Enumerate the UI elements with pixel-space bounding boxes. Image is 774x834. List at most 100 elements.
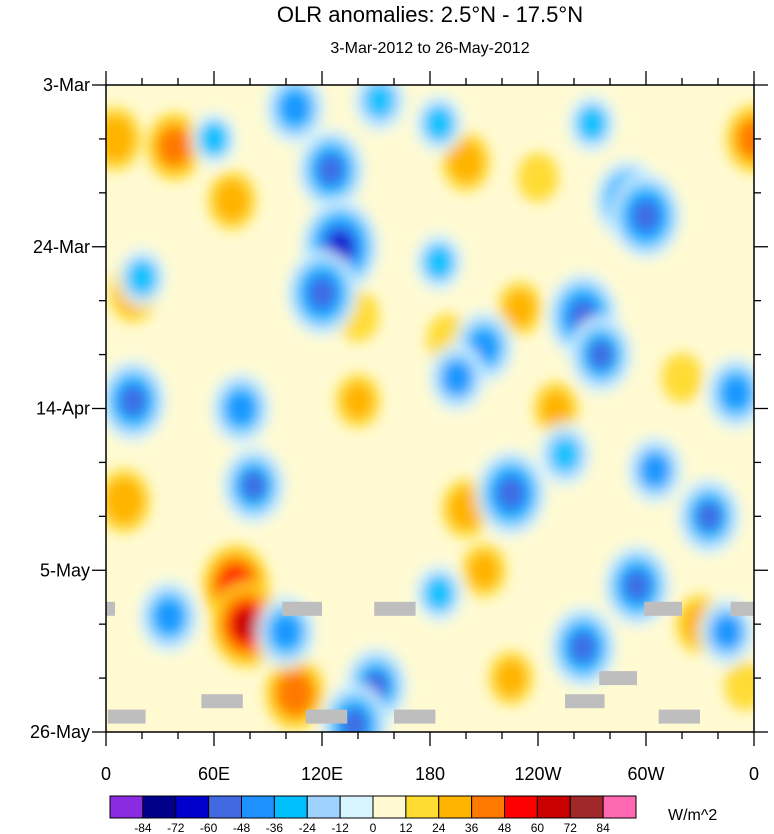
colorbar-label: -84 (134, 821, 152, 834)
missing-data-segment (658, 709, 700, 724)
positive-anomaly-mark (522, 158, 554, 197)
colorbar-label: 36 (465, 821, 479, 834)
colorbar-box (438, 795, 473, 819)
colorbar-box (372, 795, 407, 819)
negative-anomaly-mark (443, 361, 471, 394)
x-tick-label: 180 (415, 764, 445, 784)
negative-anomaly-mark (365, 85, 394, 117)
colorbar-label: 12 (399, 821, 413, 834)
missing-data-segment (599, 671, 637, 686)
x-tick-label: 60W (627, 764, 664, 784)
missing-data-segment (106, 601, 115, 616)
missing-data-segment (282, 601, 322, 616)
positive-anomaly-mark (217, 183, 247, 218)
negative-anomaly-mark (227, 392, 255, 425)
colorbar-box (602, 795, 637, 819)
positive-anomaly-mark (106, 122, 130, 156)
negative-anomaly-mark (577, 106, 607, 141)
negative-anomaly-mark (624, 570, 650, 601)
negative-anomaly-mark (309, 278, 335, 308)
x-tick-label: 0 (749, 764, 759, 784)
positive-anomaly-mark (451, 144, 481, 180)
colorbar-box (273, 795, 308, 819)
missing-data-segment (107, 709, 146, 724)
positive-anomaly-mark (233, 609, 260, 640)
colorbar-label: 60 (531, 821, 545, 834)
negative-anomaly-mark (498, 478, 524, 509)
positive-anomaly-mark (468, 552, 500, 589)
negative-anomaly-mark (570, 632, 596, 663)
negative-anomaly-mark (695, 500, 723, 532)
negative-anomaly-mark (198, 121, 230, 157)
positive-anomaly-mark (729, 667, 754, 705)
colorbar-label: -48 (233, 821, 251, 834)
colorbar-box (471, 795, 506, 819)
negative-anomaly-mark (550, 438, 580, 472)
positive-anomaly-mark (540, 390, 572, 427)
colorbar-box (504, 795, 538, 819)
colorbar-label: -24 (299, 821, 317, 834)
colorbar-box (405, 795, 440, 819)
negative-anomaly-mark (722, 377, 750, 409)
colorbar-label: -12 (331, 821, 349, 834)
positive-anomaly-mark (451, 491, 481, 526)
missing-data-segment (394, 709, 436, 724)
colorbar-box (306, 795, 341, 819)
colorbar-label: -36 (266, 821, 284, 834)
missing-data-segment (565, 694, 605, 709)
negative-anomaly-mark (318, 154, 344, 185)
negative-anomaly-mark (633, 201, 659, 231)
colorbar-box (536, 795, 571, 819)
colorbar-box (569, 795, 604, 819)
x-tick-label: 120W (514, 764, 561, 784)
positive-anomaly-mark (495, 660, 527, 696)
chart-subtitle: 3-Mar-2012 to 26-May-2012 (330, 40, 530, 57)
colorbar-box (339, 795, 374, 819)
negative-anomaly-mark (155, 600, 183, 633)
missing-data-segment (305, 709, 348, 724)
colorbar-label: 0 (370, 821, 377, 834)
missing-data-segment (201, 694, 243, 709)
colorbar-box (208, 795, 243, 819)
positive-anomaly-mark (666, 358, 698, 397)
negative-anomaly-mark (424, 245, 454, 280)
negative-anomaly-mark (641, 454, 669, 487)
missing-data-layer (106, 601, 754, 724)
positive-anomaly-mark (281, 677, 309, 710)
missing-data-segment (730, 601, 754, 616)
y-tick-label: 3-Mar (43, 75, 90, 95)
positive-anomaly-mark (109, 484, 139, 518)
y-tick-label: 26-May (30, 722, 90, 742)
negative-anomaly-mark (240, 470, 267, 501)
colorbar-box (109, 795, 144, 819)
negative-anomaly-mark (713, 615, 741, 649)
missing-data-segment (644, 601, 682, 616)
x-tick-label: 120E (301, 764, 343, 784)
colorbar-label: 48 (498, 821, 512, 834)
colorbar-label: 84 (596, 821, 610, 834)
positive-anomaly-mark (740, 122, 754, 155)
negative-anomaly-mark (587, 339, 615, 370)
negative-anomaly-mark (341, 709, 368, 732)
x-axis: 0 60E 120E 180 120W 60W 0 (101, 71, 759, 784)
colorbar-label: 72 (564, 821, 578, 834)
x-tick-label: 0 (101, 764, 111, 784)
colorbar-box (175, 795, 210, 819)
positive-anomaly-mark (160, 130, 189, 163)
positive-anomaly-mark (342, 383, 374, 419)
units-label: W/m^2 (668, 807, 717, 824)
missing-data-segment (374, 601, 416, 616)
negative-anomaly-mark (424, 106, 454, 141)
y-tick-label: 24-Mar (33, 237, 90, 257)
colorbar-label: -60 (200, 821, 218, 834)
colorbar-box (142, 795, 177, 819)
negative-anomaly-mark (281, 92, 309, 124)
y-tick-label: 14-Apr (36, 399, 90, 419)
negative-anomaly-mark (120, 385, 146, 416)
colorbar-box (241, 795, 275, 819)
colorbar: -84 -72 -60 -48 -36 -24 -12 0 12 24 36 48 60 72 84 W/m^… (109, 795, 717, 834)
chart-title: OLR anomalies: 2.5°N - 17.5°N (276, 2, 584, 27)
positive-anomaly-mark (504, 290, 536, 327)
colorbar-label: 24 (432, 821, 446, 834)
